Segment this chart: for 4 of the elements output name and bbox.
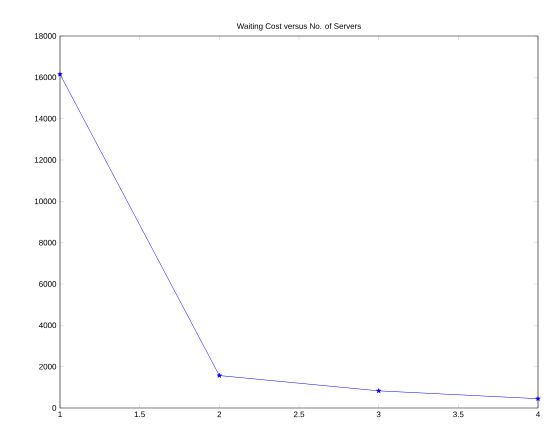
point <box>535 396 541 401</box>
point <box>57 71 63 76</box>
point <box>376 388 382 394</box>
point <box>216 372 222 378</box>
